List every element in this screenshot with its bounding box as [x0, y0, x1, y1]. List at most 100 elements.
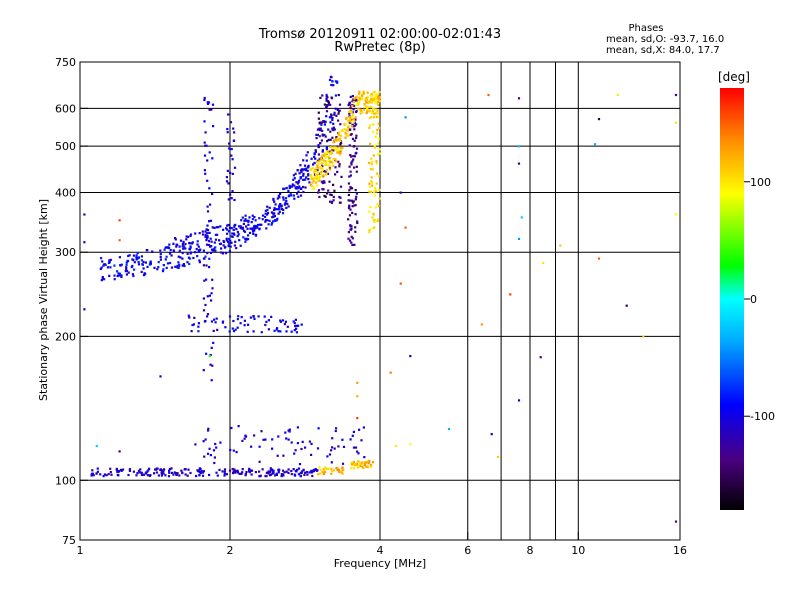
data-point — [294, 449, 297, 452]
data-point — [347, 119, 350, 122]
data-point — [230, 154, 233, 157]
data-point — [351, 211, 354, 214]
data-point — [349, 106, 352, 109]
data-point — [202, 369, 205, 372]
data-point — [341, 438, 344, 441]
data-point — [369, 106, 373, 109]
data-point — [210, 346, 213, 349]
data-point — [292, 194, 295, 197]
data-point — [277, 212, 280, 215]
data-point — [349, 133, 352, 136]
data-point — [273, 214, 276, 218]
data-point — [276, 197, 279, 200]
data-point — [225, 252, 228, 255]
data-point — [328, 78, 332, 81]
data-point — [333, 189, 336, 192]
data-point — [597, 118, 601, 121]
data-point — [330, 83, 333, 87]
data-point — [207, 243, 211, 247]
data-point — [203, 120, 206, 123]
data-point — [350, 467, 353, 470]
data-point — [348, 121, 351, 124]
data-point — [174, 265, 177, 268]
data-point — [247, 234, 250, 237]
data-point — [542, 261, 545, 265]
data-point — [305, 154, 308, 157]
data-point — [177, 255, 180, 258]
data-point — [160, 470, 163, 473]
data-point — [221, 252, 225, 255]
data-point — [209, 454, 212, 457]
data-point — [674, 93, 678, 97]
data-point — [174, 237, 177, 240]
data-point — [311, 177, 314, 180]
data-point — [137, 261, 140, 264]
data-point — [209, 203, 212, 206]
data-point — [352, 125, 355, 128]
data-point — [321, 175, 324, 178]
data-point — [232, 319, 235, 323]
data-point — [366, 91, 369, 94]
data-point — [125, 266, 128, 269]
data-point — [310, 157, 313, 160]
data-point — [334, 94, 337, 97]
data-point — [254, 219, 257, 222]
data-point — [374, 101, 377, 104]
data-point — [314, 175, 317, 178]
data-point — [302, 185, 305, 189]
data-point — [231, 190, 234, 193]
data-point — [260, 223, 263, 226]
data-point — [188, 316, 191, 319]
data-point — [370, 184, 374, 187]
data-point — [331, 161, 334, 165]
data-point — [258, 475, 261, 478]
data-point — [327, 100, 330, 103]
data-point — [340, 175, 343, 178]
data-point — [213, 461, 216, 465]
data-point — [363, 456, 366, 459]
data-point — [304, 471, 307, 474]
data-point — [207, 427, 210, 430]
data-point — [181, 245, 184, 248]
data-point — [372, 91, 375, 94]
data-point — [274, 219, 277, 222]
data-point — [341, 146, 344, 149]
data-point — [203, 98, 206, 102]
data-point — [196, 243, 199, 246]
data-point — [321, 168, 324, 172]
data-point — [214, 442, 217, 446]
data-point — [311, 474, 314, 478]
data-point — [335, 139, 338, 142]
data-point — [227, 245, 230, 248]
data-point — [355, 195, 358, 198]
data-point — [205, 243, 209, 246]
data-point — [353, 204, 356, 207]
data-point — [207, 429, 210, 432]
data-point — [228, 142, 231, 145]
data-point — [216, 233, 219, 236]
data-point — [352, 145, 355, 148]
data-point — [360, 92, 363, 96]
data-point — [378, 127, 381, 130]
data-point — [353, 166, 356, 169]
data-point — [305, 159, 308, 162]
x-tick-label: 1 — [77, 544, 84, 557]
data-point — [324, 466, 327, 469]
data-point — [302, 174, 305, 177]
data-point — [156, 268, 159, 271]
y-tick-label: 600 — [55, 102, 76, 115]
data-point — [231, 172, 234, 175]
data-point — [290, 441, 293, 444]
data-point — [329, 152, 332, 155]
data-point — [348, 175, 351, 178]
data-point — [223, 470, 226, 473]
data-point — [354, 213, 357, 216]
data-point — [100, 257, 103, 260]
data-point — [197, 330, 200, 333]
data-point — [128, 468, 131, 471]
data-point — [219, 441, 222, 444]
data-point — [281, 212, 285, 215]
data-point — [137, 257, 140, 260]
data-point — [323, 152, 326, 155]
data-point — [277, 194, 280, 197]
